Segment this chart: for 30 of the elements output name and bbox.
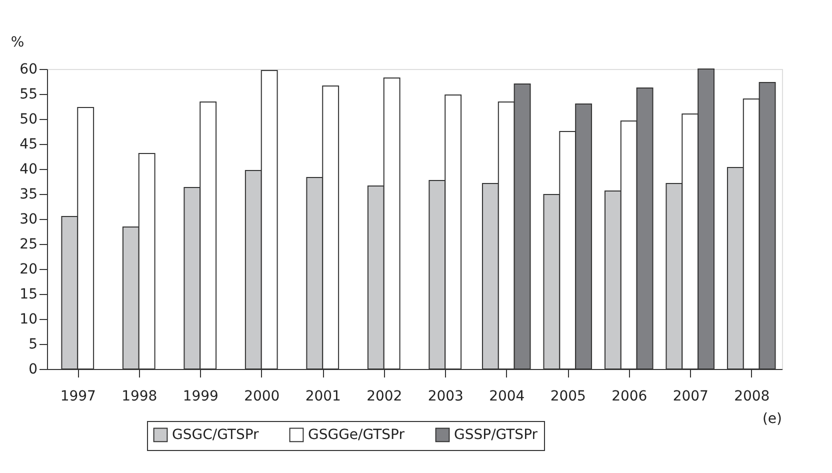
y-tick-label: 25 (20, 236, 38, 252)
x-tick-label: 2000 (244, 388, 280, 404)
y-tick-label: 60 (20, 62, 38, 78)
x-tick-label: 2002 (366, 388, 402, 404)
y-tick-label: 45 (20, 136, 38, 152)
y-tick-label: 0 (28, 362, 38, 378)
x-tick-label: 2008 (734, 388, 770, 404)
y-tick-label: 50 (20, 112, 38, 128)
y-tick-label: 30 (20, 212, 38, 228)
x-tick-label: 1997 (60, 388, 96, 404)
x-tick-label: 1999 (182, 388, 218, 404)
x-tick-label: 2007 (672, 388, 708, 404)
y-tick-label: 5 (28, 336, 38, 352)
y-tick-label: 15 (20, 286, 38, 302)
x-tick-label: 2003 (428, 388, 464, 404)
x-tick-label: 2006 (612, 388, 648, 404)
legend-label: GSGC/GTSPr (172, 426, 260, 443)
x-tick-label: 2005 (550, 388, 586, 404)
y-tick-label: 10 (20, 312, 38, 328)
y-tick-label: 20 (20, 262, 38, 278)
x-tick-label: 2004 (489, 388, 525, 404)
x-tick-label: 2001 (305, 388, 341, 404)
legend-label: GSGGe/GTSPr (308, 426, 405, 443)
y-tick-label: 35 (20, 186, 38, 202)
x-tick-label: 1998 (122, 388, 158, 404)
text: (e) (762, 411, 782, 427)
y-axis-title: % (10, 34, 24, 50)
y-tick-label: 40 (20, 162, 38, 178)
legend-label: GSSP/GTSPr (454, 426, 538, 443)
y-tick-label: 55 (20, 86, 38, 102)
